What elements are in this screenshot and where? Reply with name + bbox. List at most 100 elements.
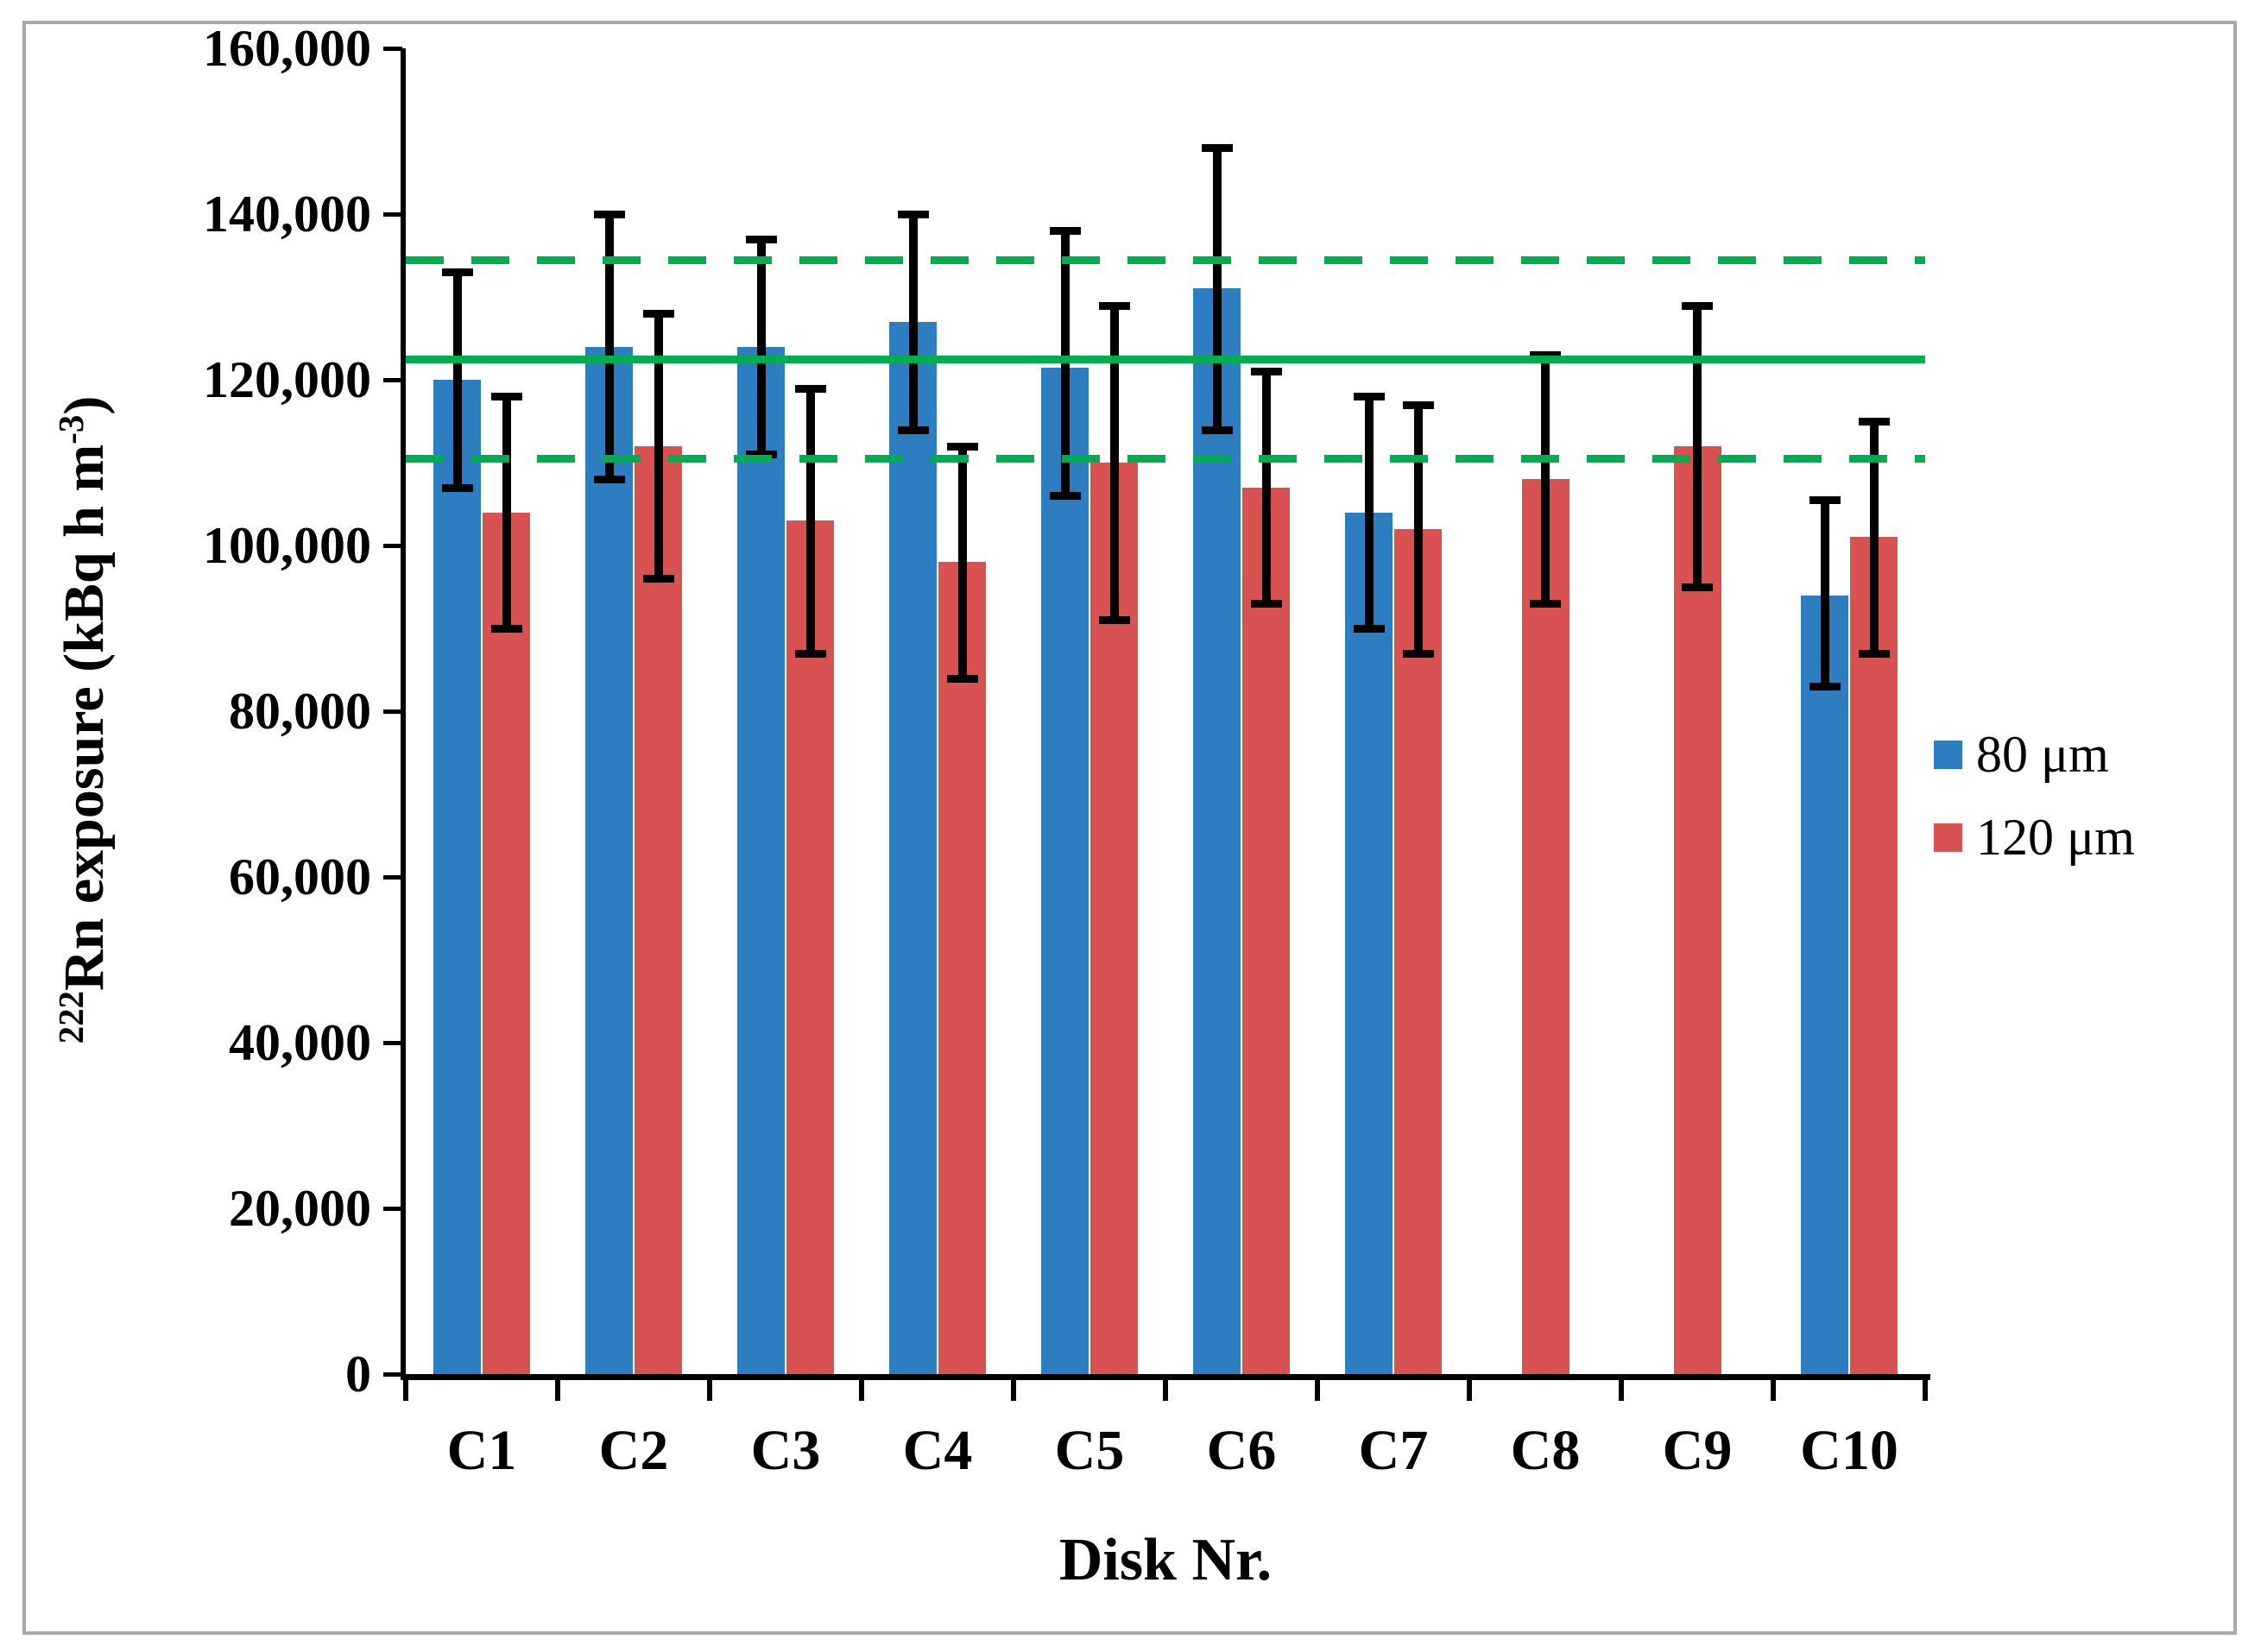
error-bar-line-C3-80um <box>757 238 766 455</box>
y-axis-tick-label: 80,000 <box>229 683 371 740</box>
y-axis-title-exponent-superscript: -3 <box>52 414 91 445</box>
x-axis-tick <box>1771 1380 1776 1401</box>
error-bar-cap-top-C1-80um <box>442 268 473 277</box>
x-axis-title: Disk Nr. <box>1058 1527 1273 1593</box>
x-category-label-C2: C2 <box>598 1419 669 1482</box>
error-bar-line-C2-120um <box>654 313 663 579</box>
x-axis-tick <box>1619 1380 1624 1401</box>
error-bar-line-C8-120um <box>1541 355 1550 604</box>
y-axis-tick <box>383 875 402 880</box>
bar-C9-120um <box>1674 445 1721 1374</box>
x-category-label-C8: C8 <box>1510 1419 1581 1482</box>
error-bar-cap-bottom-C5-80um <box>1050 492 1081 501</box>
error-bar-cap-top-C10-120um <box>1859 418 1890 426</box>
bar-C2-80um <box>585 346 633 1374</box>
error-bar-cap-top-C2-120um <box>643 310 674 318</box>
x-axis-tick <box>1315 1380 1320 1401</box>
error-bar-line-C4-120um <box>958 445 967 678</box>
bar-C2-120um <box>635 445 682 1374</box>
bar-C3-80um <box>737 346 785 1374</box>
y-axis-tick-label: 140,000 <box>203 186 371 243</box>
error-bar-cap-top-C7-80um <box>1354 393 1385 401</box>
error-bar-line-C10-80um <box>1821 500 1829 687</box>
error-bar-cap-top-C1-120um <box>491 393 522 401</box>
x-category-label-C3: C3 <box>750 1419 821 1482</box>
error-bar-cap-bottom-C6-80um <box>1202 426 1233 434</box>
x-category-label-C6: C6 <box>1206 1419 1277 1482</box>
error-bar-cap-bottom-C7-120um <box>1403 649 1434 658</box>
y-axis-tick-label: 20,000 <box>229 1180 371 1237</box>
bar-C10-80um <box>1801 595 1848 1374</box>
bar-C4-120um <box>938 562 986 1374</box>
x-axis-tick <box>555 1380 560 1401</box>
error-bar-cap-bottom-C8-120um <box>1530 600 1561 608</box>
error-bar-cap-bottom-C10-80um <box>1809 683 1841 691</box>
bar-C1-80um <box>433 380 481 1374</box>
bar-C8-120um <box>1522 479 1569 1374</box>
error-bar-line-C3-120um <box>806 388 815 653</box>
error-bar-line-C6-120um <box>1262 371 1271 604</box>
y-axis-title: 222Rn exposure (kBq h m-3) <box>52 111 124 1328</box>
error-bar-cap-top-C5-120um <box>1099 301 1130 310</box>
error-bar-line-C7-120um <box>1414 404 1423 653</box>
error-bar-cap-bottom-C1-120um <box>491 625 522 633</box>
error-bar-cap-top-C5-80um <box>1050 227 1081 236</box>
y-axis-tick <box>383 544 402 548</box>
error-bar-cap-bottom-C6-120um <box>1251 600 1282 608</box>
y-axis-tick-label: 0 <box>345 1346 371 1403</box>
error-bar-cap-top-C7-120um <box>1403 400 1434 409</box>
error-bar-cap-bottom-C10-120um <box>1859 649 1890 658</box>
y-axis-line <box>401 48 406 1379</box>
y-axis-tick-label: 100,000 <box>203 517 371 574</box>
x-category-label-C10: C10 <box>1800 1419 1898 1482</box>
y-axis-title-main: Rn exposure (kBq h m <box>53 444 116 991</box>
error-bar-line-C9-120um <box>1693 305 1702 587</box>
x-axis-tick <box>1467 1380 1472 1401</box>
y-axis-title-isotope-superscript: 222 <box>52 990 91 1044</box>
y-axis-tick <box>383 47 402 51</box>
error-bar-cap-top-C3-80um <box>746 235 777 243</box>
bar-C1-120um <box>483 512 530 1374</box>
bar-C5-80um <box>1041 367 1089 1374</box>
error-bar-cap-bottom-C5-120um <box>1099 616 1130 625</box>
reference-line-mean <box>406 356 1925 363</box>
y-axis-tick <box>383 1041 402 1045</box>
error-bar-cap-top-C2-80um <box>594 211 625 218</box>
bar-C4-80um <box>889 321 937 1374</box>
error-bar-cap-bottom-C4-120um <box>947 674 978 683</box>
error-bar-line-C4-80um <box>909 214 918 430</box>
x-axis-tick <box>1163 1380 1168 1401</box>
x-axis-line <box>401 1374 1930 1380</box>
bar-C3-120um <box>786 520 834 1374</box>
legend-entry-120um: 120 μm <box>1934 796 2135 879</box>
legend-label-120um: 120 μm <box>1976 808 2135 866</box>
y-axis-tick <box>383 378 402 382</box>
error-bar-cap-top-C4-120um <box>947 442 978 451</box>
error-bar-cap-bottom-C3-80um <box>746 451 777 459</box>
error-bar-cap-bottom-C2-120um <box>643 575 674 583</box>
y-axis-tick-label: 40,000 <box>229 1014 371 1071</box>
x-axis-tick <box>1011 1380 1016 1401</box>
error-bar-line-C2-80um <box>605 214 614 480</box>
error-bar-line-C6-80um <box>1213 148 1222 430</box>
error-bar-cap-top-C6-80um <box>1202 144 1233 153</box>
error-bar-cap-bottom-C7-80um <box>1354 625 1385 633</box>
y-axis-tick <box>383 1372 402 1377</box>
y-axis-tick-label: 60,000 <box>229 848 371 905</box>
y-axis-tick-label: 120,000 <box>203 351 371 408</box>
legend-swatch-80um <box>1934 740 1962 769</box>
x-axis-tick <box>859 1380 864 1401</box>
bar-C7-80um <box>1345 512 1393 1374</box>
x-category-label-C9: C9 <box>1662 1419 1733 1482</box>
error-bar-cap-bottom-C1-80um <box>442 483 473 492</box>
error-bar-cap-top-C3-120um <box>795 384 826 393</box>
y-axis-title-tail: ) <box>53 395 116 415</box>
error-bar-cap-top-C10-80um <box>1809 496 1841 505</box>
y-axis-tick <box>383 1207 402 1211</box>
x-category-label-C7: C7 <box>1358 1419 1429 1482</box>
bar-C7-120um <box>1394 528 1442 1374</box>
error-bar-line-C1-120um <box>502 396 511 628</box>
legend: 80 μm 120 μm <box>1934 713 2135 879</box>
